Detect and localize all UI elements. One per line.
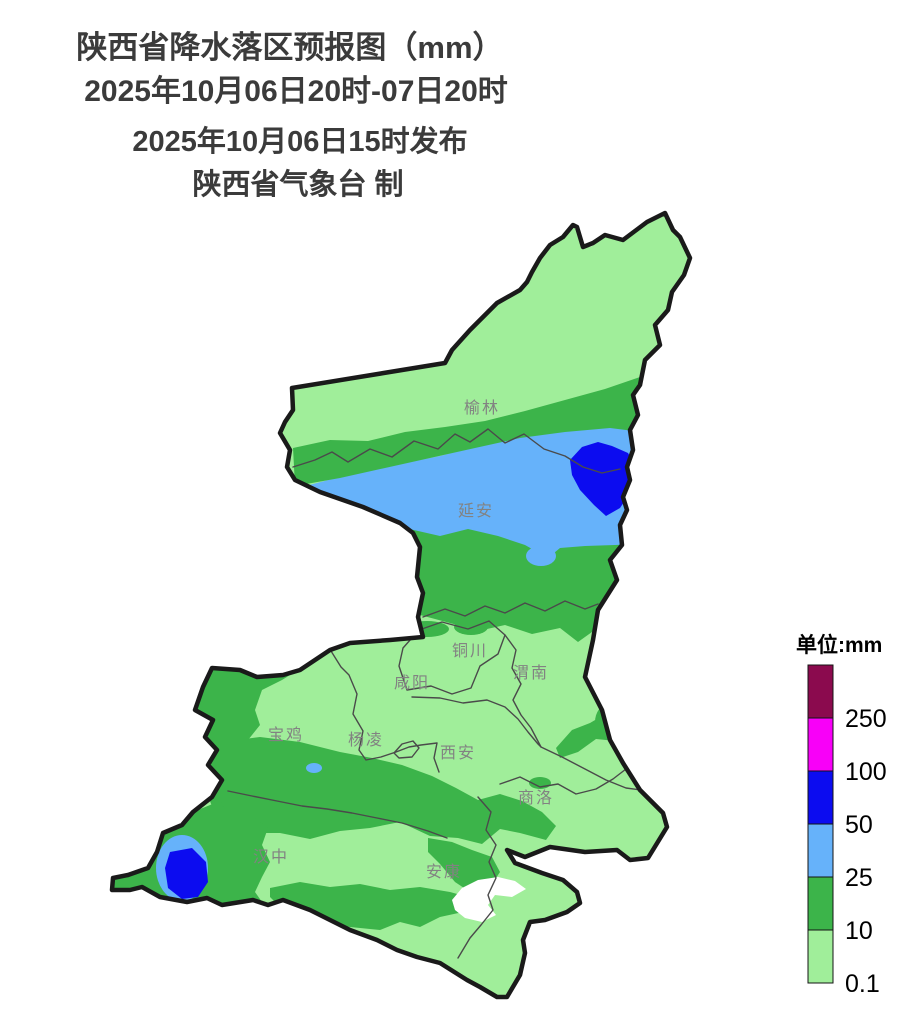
legend-swatch-10 <box>807 876 834 931</box>
precip-25-50-blob-yanan-south <box>526 546 556 566</box>
city-label-yangling: 杨凌 <box>348 731 384 749</box>
issue-time: 2025年10月06日15时发布 <box>132 124 467 158</box>
legend-swatch-50 <box>807 770 834 825</box>
forecast-period: 2025年10月06日20时-07日20时 <box>84 75 508 108</box>
legend-swatch-250 <box>807 664 834 719</box>
city-label-tongchuan: 铜川 <box>452 642 488 660</box>
legend-unit-label: 单位:mm <box>796 633 882 657</box>
legend-swatch-0.1 <box>807 929 834 984</box>
boundary-yangling <box>393 740 420 759</box>
legend-value-10: 10 <box>845 917 873 945</box>
city-label-hanzhong: 汉中 <box>253 848 289 866</box>
precip-10-25-yulin-band <box>293 345 672 486</box>
city-label-yanan: 延安 <box>458 502 494 520</box>
province-outline <box>109 210 693 1000</box>
legend-swatch-100 <box>807 717 834 772</box>
boundary-xianyang-baoji <box>330 650 440 773</box>
legend-value-0.1: 0.1 <box>845 970 880 998</box>
title-block: 陕西省降水落区预报图（mm） 2025年10月06日20时-07日20时 202… <box>76 30 507 201</box>
boundary-yulin-yanan <box>292 428 621 474</box>
boundary-xian-north <box>411 696 542 748</box>
precip-10-25-qinling-band <box>207 737 556 844</box>
city-label-ankang: 安康 <box>426 863 462 881</box>
legend-value-100: 100 <box>845 758 887 786</box>
precip-10-25-nw-ankang <box>428 838 500 892</box>
issuing-agency: 陕西省气象台 制 <box>192 167 403 201</box>
city-label-xian: 西安 <box>440 744 476 762</box>
legend-value-50: 50 <box>845 811 873 839</box>
precip-25-50-baoji-dot <box>306 763 322 773</box>
city-label-yulin: 榆林 <box>464 399 500 417</box>
legend: 单位:mm 250 100 50 25 10 0.1 <box>796 633 887 998</box>
city-label-weinan: 渭南 <box>513 664 549 682</box>
precip-10-25-south-yanan-band <box>405 528 650 642</box>
boundary-baoji-hanzhong <box>227 790 448 839</box>
legend-value-250: 250 <box>845 705 887 733</box>
city-label-xianyang: 咸阳 <box>394 674 430 692</box>
boundary-yanan-south <box>422 600 599 618</box>
precip-10-25-tongchuan-blob-1 <box>405 621 449 637</box>
legend-values: 250 100 50 25 10 0.1 <box>845 705 887 998</box>
boundary-hanzhong-ankang <box>457 796 497 959</box>
precip-10-25-tongchuan-blob-2 <box>454 619 488 635</box>
precip-25-50-south-hanzhong-dot <box>275 905 293 921</box>
city-labels: 榆林 延安 铜川 渭南 咸阳 杨凌 西安 商洛 宝鸡 汉中 安康 <box>253 399 554 881</box>
precip-50-100-sw-hanzhong-core <box>165 848 208 899</box>
city-label-baoji: 宝鸡 <box>268 726 304 744</box>
boundary-weinan-west <box>504 634 642 791</box>
legend-value-25: 25 <box>845 864 873 892</box>
map-title: 陕西省降水落区预报图（mm） <box>76 30 503 65</box>
city-label-shangluo: 商洛 <box>518 789 554 807</box>
legend-swatches <box>807 664 834 984</box>
legend-swatch-25 <box>807 823 834 878</box>
